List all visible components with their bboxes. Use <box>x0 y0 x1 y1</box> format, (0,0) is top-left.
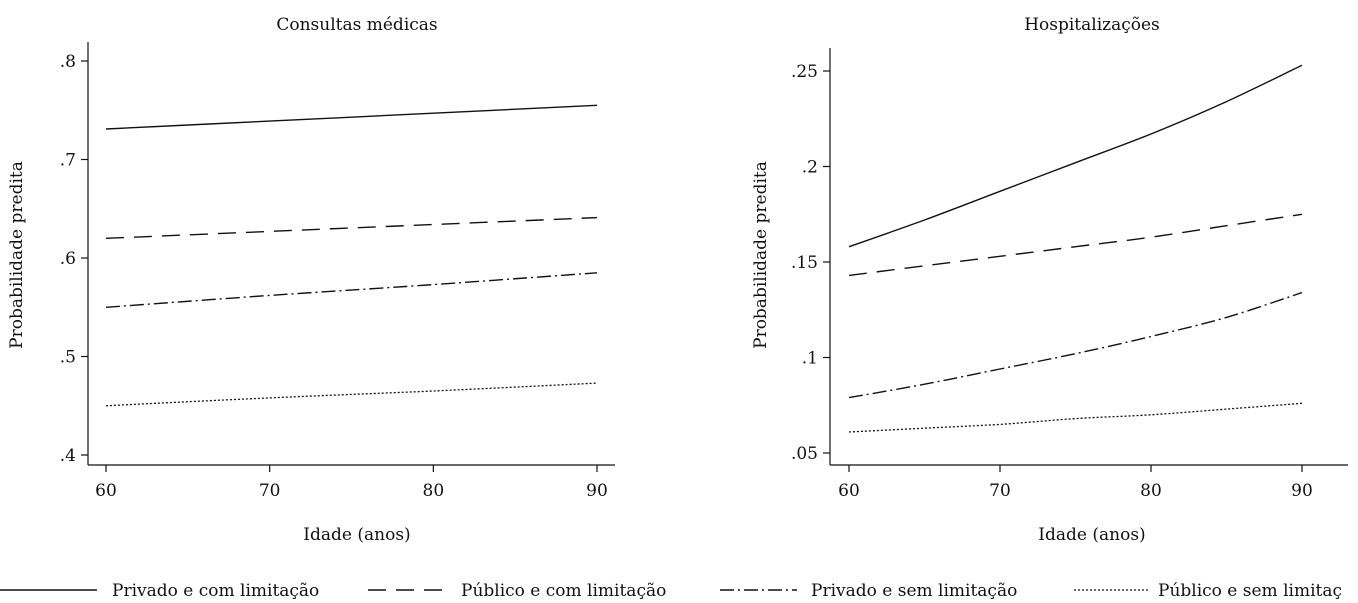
x-tick-label: 70 <box>989 481 1011 501</box>
y-axis-label: Probabilidade predita <box>751 161 771 349</box>
series-line-dashdot <box>105 272 598 308</box>
chart-title: Consultas médicas <box>276 15 437 35</box>
series-line-dotted <box>105 382 598 407</box>
y-tick-label: .05 <box>791 444 818 464</box>
series-line-solid <box>848 64 1303 248</box>
y-tick-label: .15 <box>791 253 818 273</box>
legend-label: Público e sem limitaç <box>1158 581 1342 601</box>
y-tick-label: .25 <box>791 62 818 82</box>
legend-label: Privado e sem limitação <box>811 581 1017 601</box>
chart-hospitalizacoes: Hospitalizações .05 .1 .15 .2 .25 60 70 80 90 Idad… <box>751 15 1348 545</box>
y-tick-label: .7 <box>60 151 76 171</box>
x-axis-label: Idade (anos) <box>303 525 410 545</box>
chart-title: Hospitalizações <box>1024 15 1160 35</box>
y-tick-label: .1 <box>802 349 818 369</box>
series-line-dashed <box>105 216 598 239</box>
x-tick-label: 80 <box>1140 481 1162 501</box>
series-line-dotted <box>848 402 1303 433</box>
y-axis-label: Probabilidade predita <box>7 161 27 349</box>
y-tick-label: .2 <box>802 158 818 178</box>
y-tick-label: .5 <box>60 348 76 368</box>
legend-label: Privado e com limitação <box>112 581 319 601</box>
x-tick-label: 80 <box>423 481 445 501</box>
x-tick-label: 60 <box>95 481 117 501</box>
y-tick-label: .8 <box>60 52 76 72</box>
x-tick-label: 60 <box>838 481 860 501</box>
series-line-dashed <box>848 213 1303 277</box>
legend-label: Público e com limitação <box>461 581 666 601</box>
y-tick-label: .6 <box>60 249 76 269</box>
x-tick-label: 90 <box>1291 481 1313 501</box>
legend: Privado e com limitação Público e com lim… <box>0 581 1342 601</box>
chart-consultas-medicas: Consultas médicas .4 .5 .6 .7 .8 60 70 80 90 Idade… <box>7 15 615 545</box>
x-tick-label: 70 <box>259 481 281 501</box>
series-line-solid <box>105 104 598 130</box>
x-axis-label: Idade (anos) <box>1038 525 1145 545</box>
x-tick-label: 90 <box>586 481 608 501</box>
series-line-dashdot <box>848 291 1303 399</box>
y-tick-label: .4 <box>60 446 76 466</box>
